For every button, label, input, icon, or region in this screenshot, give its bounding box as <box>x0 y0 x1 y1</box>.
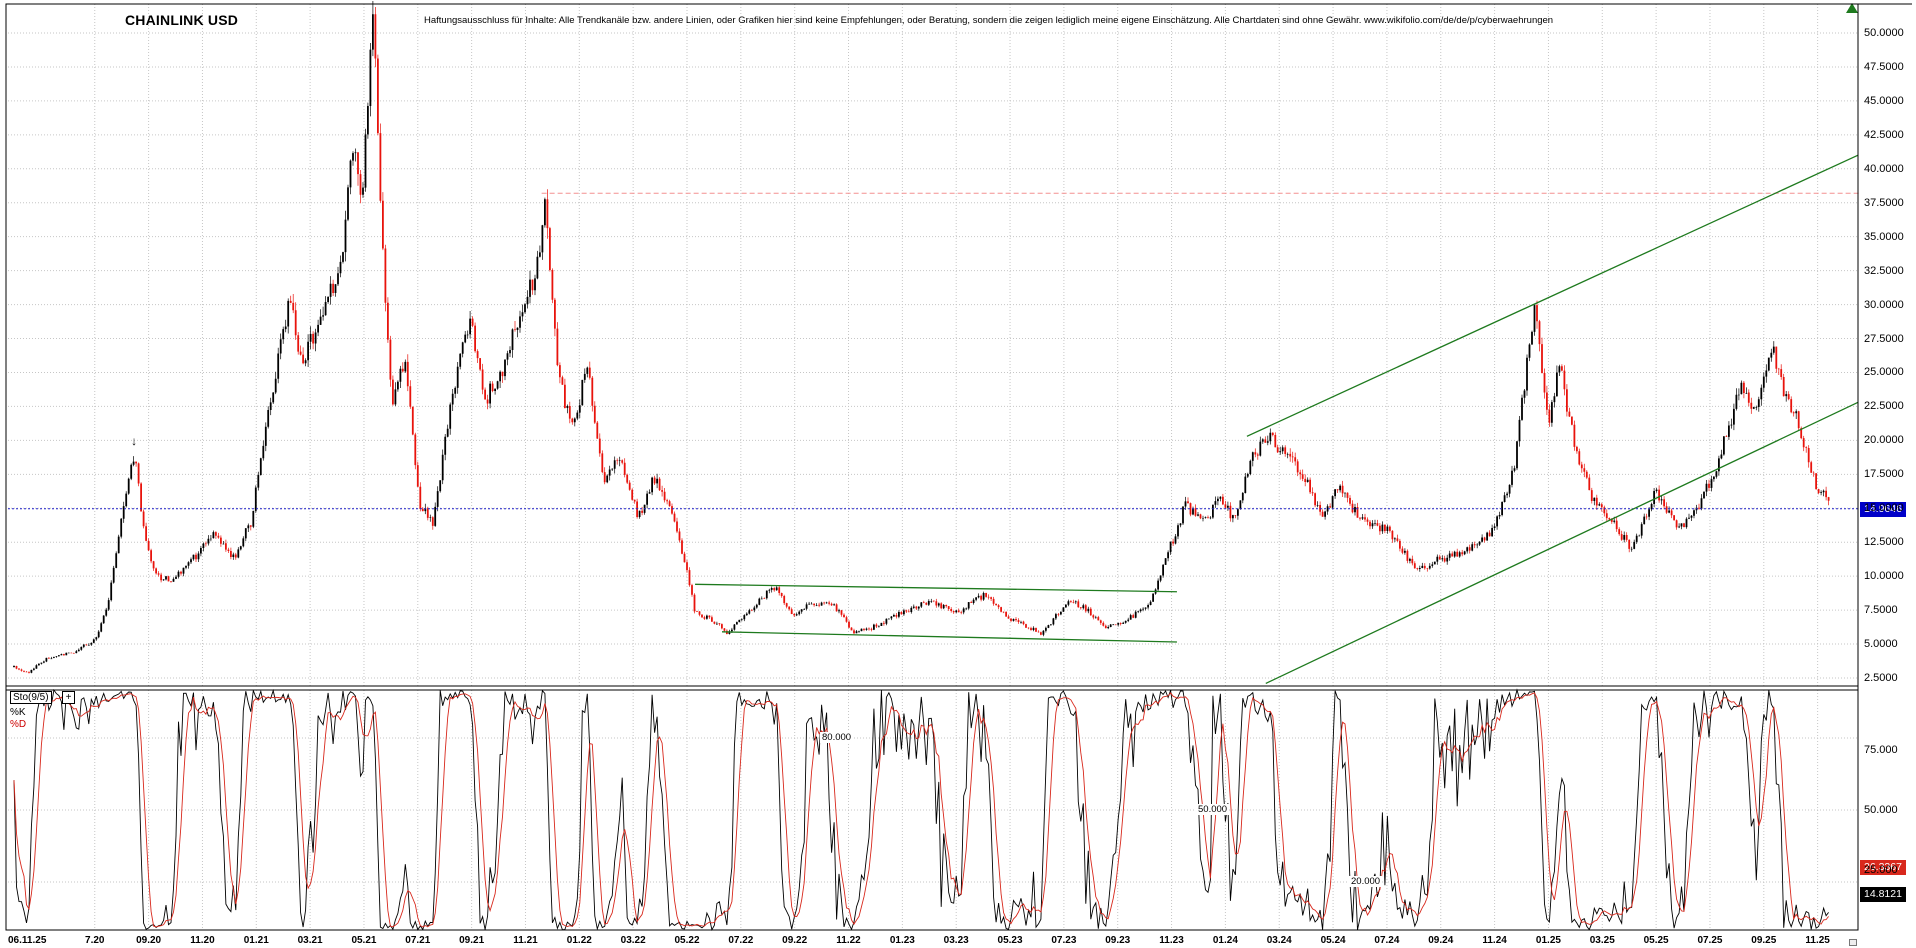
indicator-expand-button[interactable]: + <box>62 691 75 704</box>
trend-channel-line-0[interactable] <box>695 583 1177 593</box>
time-axis-tick: 09.22 <box>782 935 808 946</box>
time-axis-tick: 11.25 <box>1805 935 1830 946</box>
trend-channel-line-1[interactable] <box>721 631 1177 643</box>
indicator-grid-label: 20.000 <box>1349 876 1383 887</box>
indicator-axis-tick: 25.000 <box>1864 864 1898 876</box>
time-axis-tick: 01.24 <box>1212 935 1238 946</box>
time-axis-tick: 7.20 <box>85 935 105 946</box>
time-axis-tick: 11.23 <box>1159 935 1184 946</box>
stochastic-d-value-badge: 26.3367 <box>1860 860 1906 875</box>
time-axis-tick: 01.21 <box>243 935 269 946</box>
time-axis-tick: 11.24 <box>1482 935 1507 946</box>
indicator-grid-label: 80.000 <box>820 732 854 743</box>
time-axis-tick: 05.23 <box>997 935 1023 946</box>
time-axis-tick: 01.25 <box>1535 935 1561 946</box>
candle-bodies-down <box>15 14 1830 673</box>
price-axis-tick: 5.0000 <box>1864 638 1898 651</box>
time-axis-tick: 07.22 <box>728 935 754 946</box>
price-axis-tick: 25.0000 <box>1864 366 1904 379</box>
time-axis-tick: 09.20 <box>136 935 162 946</box>
indicator-grid-label: 50.000 <box>1196 804 1230 815</box>
trend-channel-line-3[interactable] <box>1265 401 1859 685</box>
candle-wicks-up <box>13 1 1824 674</box>
price-axis-tick: 45.0000 <box>1864 94 1904 107</box>
time-axis-tick: 03.23 <box>943 935 969 946</box>
stochastic-k-label: %K <box>10 707 26 718</box>
time-axis-tick: 01.22 <box>566 935 592 946</box>
indicator-axis-tick: 75.000 <box>1864 744 1898 756</box>
trend-channel-line-2[interactable] <box>1246 154 1859 437</box>
price-axis-tick: 37.5000 <box>1864 196 1904 209</box>
price-axis-tick: 30.0000 <box>1864 298 1904 311</box>
time-axis-tick: 05.25 <box>1643 935 1669 946</box>
time-axis-tick: 09.25 <box>1751 935 1777 946</box>
time-axis-tick: 07.23 <box>1051 935 1077 946</box>
down-arrow-annotation: ↓ <box>131 434 138 449</box>
plot-frame <box>5 3 1859 931</box>
price-axis-tick: 2.5000 <box>1864 672 1898 684</box>
price-axis-tick: 10.0000 <box>1864 570 1904 583</box>
time-axis-tick: 03.25 <box>1589 935 1615 946</box>
time-axis-tick: 05.22 <box>674 935 700 946</box>
time-axis-tick: 03.24 <box>1266 935 1292 946</box>
time-axis-tick: 09.21 <box>459 935 485 946</box>
time-axis-tick: 07.24 <box>1374 935 1400 946</box>
stochastic-d-label: %D <box>10 719 27 730</box>
time-axis-tick: 07.21 <box>405 935 431 946</box>
candle-bodies-up <box>13 14 1825 673</box>
time-axis-tick: 09.23 <box>1105 935 1131 946</box>
time-axis-tick: 03.21 <box>297 935 323 946</box>
time-axis-tick: 09.24 <box>1428 935 1454 946</box>
price-axis-tick: 50.0000 <box>1864 27 1904 39</box>
price-axis-tick: 32.5000 <box>1864 264 1904 277</box>
disclaimer-text: Haftungsausschluss für Inhalte: Alle Tre… <box>424 15 1554 26</box>
axis-end-handle[interactable] <box>1849 939 1857 946</box>
time-axis-tick: 11.22 <box>836 935 861 946</box>
price-axis-tick: 47.5000 <box>1864 60 1904 73</box>
channel-arrow-marker <box>1846 3 1858 13</box>
price-axis-tick: 40.0000 <box>1864 162 1904 175</box>
price-axis-tick: 12.5000 <box>1864 536 1904 549</box>
time-axis-tick: 03.22 <box>620 935 646 946</box>
stochastic-d-line <box>13 692 1829 928</box>
time-axis-tick: 05.21 <box>351 935 377 946</box>
price-axis-tick: 15.0000 <box>1864 502 1904 515</box>
time-axis-tick: 01.23 <box>889 935 915 946</box>
price-axis-tick: 27.5000 <box>1864 332 1904 345</box>
candle-wicks-down <box>16 7 1829 674</box>
current-price-badge: 14.9646 <box>1860 502 1906 517</box>
time-axis-tick: 11.21 <box>513 935 538 946</box>
time-axis-tick: 07.25 <box>1697 935 1723 946</box>
stochastic-k-value-badge: 14.8121 <box>1860 887 1906 902</box>
price-axis-tick: 35.0000 <box>1864 230 1904 243</box>
price-axis-tick: 22.5000 <box>1864 400 1904 413</box>
stochastic-indicator-label: Sto(9/5) <box>10 691 52 704</box>
time-axis-tick: 11.20 <box>190 935 215 946</box>
price-axis-tick: 20.0000 <box>1864 434 1904 447</box>
time-axis-start-label: 06.11.25 <box>8 935 47 946</box>
chart-title: CHAINLINK USD <box>125 12 239 28</box>
price-axis-tick: 42.5000 <box>1864 128 1904 141</box>
price-axis-tick: 17.5000 <box>1864 468 1904 481</box>
indicator-axis-tick: 50.000 <box>1864 804 1898 816</box>
time-axis-tick: 05.24 <box>1320 935 1346 946</box>
price-axis-tick: 7.5000 <box>1864 604 1898 617</box>
